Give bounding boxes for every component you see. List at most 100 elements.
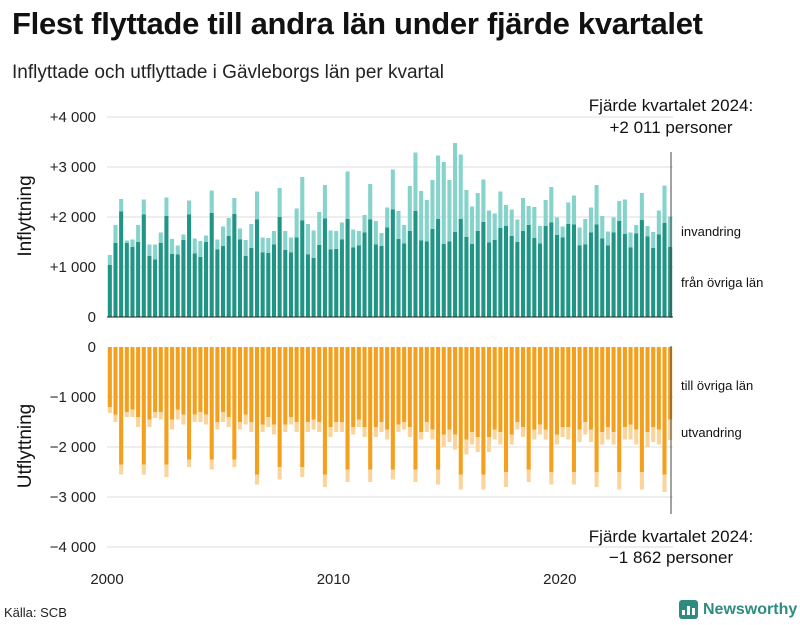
bar-inflyttning-fran-ovriga-lan: [294, 237, 299, 317]
bar-utflyttning-utvandring: [662, 474, 667, 492]
bar-utflyttning-utvandring: [187, 459, 192, 467]
bar-utflyttning-utvandring: [130, 409, 135, 417]
bar-utflyttning-utvandring: [407, 427, 412, 437]
bar-inflyttning-invandring: [605, 231, 610, 246]
bar-utflyttning-utvandring: [549, 472, 554, 485]
bar-inflyttning-invandring: [487, 210, 492, 243]
bar-utflyttning-till-ovriga-lan: [356, 347, 361, 420]
bar-utflyttning-till-ovriga-lan: [520, 347, 526, 427]
bar-inflyttning-invandring: [288, 237, 293, 253]
bar-inflyttning-invandring: [175, 245, 180, 255]
bar-inflyttning-invandring: [311, 230, 316, 258]
bar-utflyttning-utvandring: [254, 474, 260, 485]
bar-inflyttning-invandring: [300, 177, 305, 221]
bar-inflyttning-invandring: [181, 234, 186, 240]
bar-inflyttning-invandring: [317, 212, 322, 245]
bar-utflyttning-till-ovriga-lan: [153, 347, 158, 412]
legend-utvandring: utvandring: [681, 425, 742, 440]
bar-inflyttning-fran-ovriga-lan: [628, 247, 633, 317]
bar-utflyttning-till-ovriga-lan: [232, 347, 237, 460]
bar-utflyttning-till-ovriga-lan: [390, 347, 395, 470]
bar-utflyttning-utvandring: [147, 419, 152, 427]
bar-inflyttning-invandring: [254, 191, 260, 220]
bar-inflyttning-fran-ovriga-lan: [311, 258, 316, 317]
bar-inflyttning-fran-ovriga-lan: [441, 244, 446, 317]
bar-inflyttning-invandring: [379, 233, 384, 246]
bar-inflyttning-invandring: [226, 218, 231, 236]
bar-utflyttning-till-ovriga-lan: [464, 347, 469, 440]
bar-utflyttning-utvandring: [283, 424, 288, 432]
bar-utflyttning-till-ovriga-lan: [362, 347, 367, 427]
bar-utflyttning-till-ovriga-lan: [503, 347, 509, 472]
bar-utflyttning-till-ovriga-lan: [113, 347, 118, 415]
bar-utflyttning-utvandring: [209, 459, 214, 470]
bar-utflyttning-till-ovriga-lan: [345, 347, 350, 470]
bar-inflyttning-invandring: [617, 201, 622, 221]
bar-inflyttning-fran-ovriga-lan: [520, 231, 526, 317]
bar-utflyttning-till-ovriga-lan: [588, 347, 593, 430]
bar-inflyttning-invandring: [470, 206, 475, 244]
bar-utflyttning-till-ovriga-lan: [351, 347, 356, 427]
bar-inflyttning-fran-ovriga-lan: [464, 237, 469, 317]
lower-ylabel: Utflyttning: [15, 404, 36, 488]
bar-utflyttning-till-ovriga-lan: [283, 347, 288, 425]
bar-utflyttning-utvandring: [515, 422, 520, 430]
bar-utflyttning-utvandring: [492, 429, 497, 440]
bar-inflyttning-fran-ovriga-lan: [277, 217, 282, 317]
bar-inflyttning-fran-ovriga-lan: [622, 234, 627, 317]
bar-inflyttning-invandring: [187, 200, 192, 215]
bar-utflyttning-utvandring: [198, 412, 203, 422]
bar-utflyttning-utvandring: [656, 429, 661, 445]
bar-utflyttning-till-ovriga-lan: [402, 347, 407, 422]
bar-utflyttning-utvandring: [509, 434, 514, 445]
bar-inflyttning-fran-ovriga-lan: [436, 219, 441, 317]
bar-utflyttning-utvandring: [611, 432, 616, 445]
bar-utflyttning-utvandring: [413, 469, 418, 482]
bar-utflyttning-till-ovriga-lan: [204, 347, 209, 415]
upper-y-tick-label: +2 000: [50, 209, 96, 226]
legend-invandring: invandring: [681, 224, 741, 239]
bar-inflyttning-invandring: [124, 240, 129, 243]
bar-utflyttning-utvandring: [243, 414, 248, 425]
bar-inflyttning-fran-ovriga-lan: [124, 243, 129, 317]
bar-utflyttning-till-ovriga-lan: [339, 347, 344, 422]
bar-inflyttning-invandring: [430, 180, 435, 229]
bar-inflyttning-fran-ovriga-lan: [198, 257, 203, 317]
bar-inflyttning-invandring: [424, 200, 429, 242]
lower-y-tick-label: 0: [88, 339, 96, 356]
bar-utflyttning-utvandring: [532, 429, 537, 440]
bar-utflyttning-till-ovriga-lan: [124, 347, 129, 412]
bar-utflyttning-utvandring: [300, 467, 305, 477]
bar-inflyttning-fran-ovriga-lan: [594, 224, 599, 317]
bar-inflyttning-invandring: [560, 226, 565, 238]
bar-inflyttning-fran-ovriga-lan: [254, 219, 260, 317]
bar-inflyttning-fran-ovriga-lan: [164, 216, 169, 317]
bar-inflyttning-fran-ovriga-lan: [651, 248, 656, 317]
bar-utflyttning-utvandring: [356, 419, 361, 427]
bar-inflyttning-fran-ovriga-lan: [413, 211, 418, 317]
bar-inflyttning-fran-ovriga-lan: [668, 247, 673, 317]
bar-utflyttning-utvandring: [158, 412, 163, 420]
bar-inflyttning-fran-ovriga-lan: [209, 213, 214, 317]
bar-inflyttning-fran-ovriga-lan: [515, 242, 520, 317]
bar-inflyttning-invandring: [436, 155, 441, 219]
bar-inflyttning-invandring: [271, 231, 277, 245]
bar-inflyttning-invandring: [322, 185, 327, 219]
bar-inflyttning-invandring: [283, 231, 288, 250]
bar-utflyttning-utvandring: [526, 469, 531, 482]
bar-utflyttning-till-ovriga-lan: [141, 347, 146, 465]
bar-utflyttning-utvandring: [141, 464, 146, 475]
x-tick-label: 2000: [90, 571, 123, 588]
bar-inflyttning-invandring: [170, 239, 175, 254]
bar-utflyttning-utvandring: [645, 432, 650, 447]
bar-utflyttning-utvandring: [226, 417, 231, 427]
bar-utflyttning-till-ovriga-lan: [373, 347, 378, 427]
upper-y-tick-label: 0: [88, 309, 96, 326]
bar-inflyttning-fran-ovriga-lan: [226, 236, 231, 317]
bar-inflyttning-invandring: [345, 171, 350, 219]
bar-inflyttning-invandring: [373, 221, 378, 245]
bar-utflyttning-utvandring: [271, 424, 277, 435]
bar-utflyttning-till-ovriga-lan: [566, 347, 571, 427]
bar-inflyttning-fran-ovriga-lan: [158, 243, 163, 317]
legend-till-ovriga-lan: till övriga län: [681, 378, 753, 393]
